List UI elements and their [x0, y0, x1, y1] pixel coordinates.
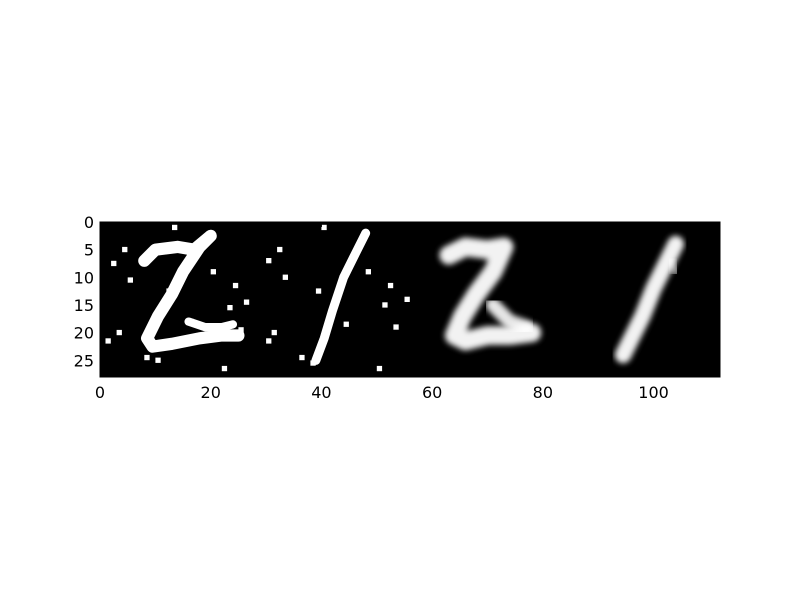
noise-pixel-12 — [238, 327, 244, 333]
y-tick-label: 5 — [84, 241, 94, 260]
noise-pixel-7 — [188, 318, 194, 325]
stroke-noisy-1-2 — [311, 228, 371, 365]
noise-pixel-21 — [321, 224, 327, 231]
axes-frame — [99, 221, 721, 378]
x-tick-label: 0 — [95, 383, 105, 402]
noise-pixel-31 — [376, 365, 383, 372]
noise-pixel-0 — [105, 338, 111, 344]
y-tick-label: 0 — [84, 213, 94, 232]
noise-pixel-16 — [266, 338, 272, 344]
noise-pixel-26 — [404, 296, 410, 302]
noise-pixel-19 — [277, 246, 283, 253]
noise-pixel-8 — [210, 269, 216, 275]
stroke-noisy-2-1 — [184, 317, 238, 332]
noise-pixel-30 — [310, 360, 316, 366]
noise-pixel-15 — [221, 365, 228, 372]
noise-pixel-10 — [243, 299, 250, 305]
y-tick-label: 15 — [74, 296, 94, 315]
stroke-denoised-2-3 — [439, 237, 542, 351]
noise-pixel-4 — [116, 329, 122, 336]
noise-pixel-5 — [172, 224, 178, 231]
noise-pixel-29 — [299, 354, 305, 361]
y-axis: 0 5 10 15 20 25 — [74, 213, 720, 370]
image-content — [105, 224, 684, 372]
noise-pixel-24 — [365, 269, 371, 275]
noise-pixel-9 — [232, 282, 239, 289]
noise-pixel-14 — [155, 357, 161, 363]
x-tick-label: 60 — [422, 383, 442, 402]
noise-pixel-2 — [122, 246, 128, 253]
noise-pixel-23 — [343, 321, 349, 327]
y-tick-label: 25 — [74, 351, 94, 370]
x-tick-label: 100 — [638, 383, 669, 402]
x-tick-label: 40 — [311, 383, 331, 402]
noise-pixel-1 — [111, 260, 117, 267]
noise-pixel-3 — [127, 277, 133, 283]
noise-pixel-13 — [144, 354, 150, 361]
noise-pixel-25 — [387, 282, 394, 289]
x-tick-label: 80 — [533, 383, 553, 402]
x-tick-label: 20 — [201, 383, 221, 402]
noise-pixel-11 — [227, 305, 233, 311]
noise-pixel-6 — [166, 288, 172, 294]
y-tick-label: 10 — [74, 268, 94, 287]
y-tick-label: 20 — [74, 324, 94, 343]
noise-pixel-22 — [315, 288, 322, 294]
noise-pixel-18 — [266, 258, 272, 264]
noise-pixel-28 — [393, 324, 399, 330]
noise-pixel-27 — [382, 302, 388, 308]
stroke-denoised-2-4 — [485, 297, 534, 335]
stroke-noisy-2-0 — [138, 229, 245, 353]
stroke-denoised-1-6 — [665, 256, 681, 277]
noise-pixel-17 — [271, 329, 277, 336]
x-axis: 0 20 40 60 80 100 — [95, 222, 669, 402]
noise-pixel-20 — [282, 274, 288, 280]
